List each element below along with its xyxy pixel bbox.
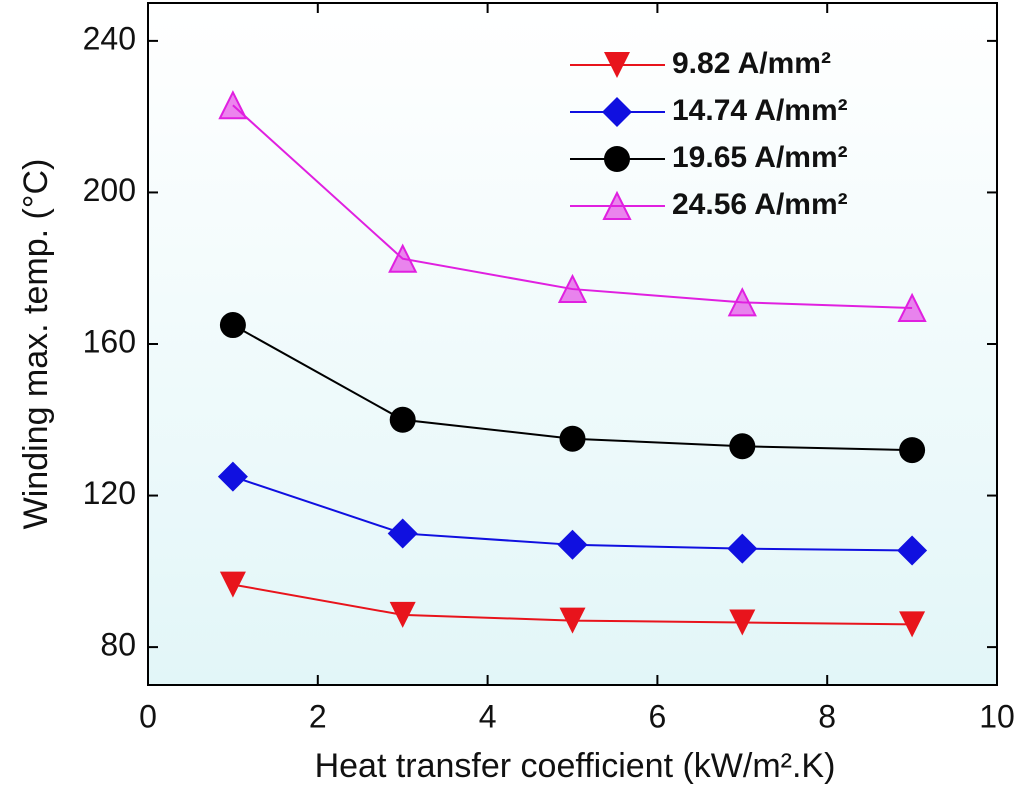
data-point (218, 90, 248, 120)
x-tick-label: 10 (979, 698, 1015, 734)
y-tick-label: 240 (83, 20, 136, 56)
y-tick-label: 80 (100, 627, 136, 663)
y-tick-label: 160 (83, 323, 136, 359)
data-point (727, 533, 758, 564)
data-point (727, 287, 757, 317)
data-point (219, 312, 246, 339)
legend-label: 19.65 A/mm² (672, 141, 848, 174)
legend-label: 14.74 A/mm² (672, 94, 848, 127)
legend-marker (604, 52, 630, 78)
data-point (899, 611, 926, 638)
x-tick-label: 4 (479, 698, 497, 734)
legend-marker (604, 146, 630, 172)
data-point (219, 571, 246, 598)
legend-label: 24.56 A/mm² (672, 188, 848, 221)
data-point (557, 273, 588, 304)
data-point (897, 292, 927, 323)
data-point (389, 406, 416, 433)
data-point (388, 243, 418, 273)
legend-marker (602, 190, 632, 220)
plot-frame (147, 2, 998, 686)
data-point (217, 461, 248, 492)
data-point (559, 607, 586, 634)
y-tick-label: 120 (83, 475, 136, 511)
plot-area (148, 3, 997, 685)
data-point (389, 601, 416, 628)
data-point (559, 425, 586, 452)
x-tick-label: 8 (818, 698, 836, 734)
legend-marker (602, 97, 632, 127)
data-point (729, 433, 756, 460)
legend-label: 9.82 A/mm² (672, 47, 831, 80)
x-axis-label: Heat transfer coefficient (kW/m².K) (315, 747, 836, 785)
data-point (387, 518, 418, 549)
data-point (899, 437, 926, 464)
data-point (897, 535, 928, 566)
x-tick-label: 2 (309, 698, 327, 734)
y-tick-label: 200 (83, 172, 136, 208)
y-axis-label: Winding max. temp. (°C) (17, 159, 55, 530)
x-tick-label: 0 (139, 698, 157, 734)
data-point (557, 529, 588, 560)
data-point (729, 609, 756, 636)
x-tick-label: 6 (649, 698, 667, 734)
